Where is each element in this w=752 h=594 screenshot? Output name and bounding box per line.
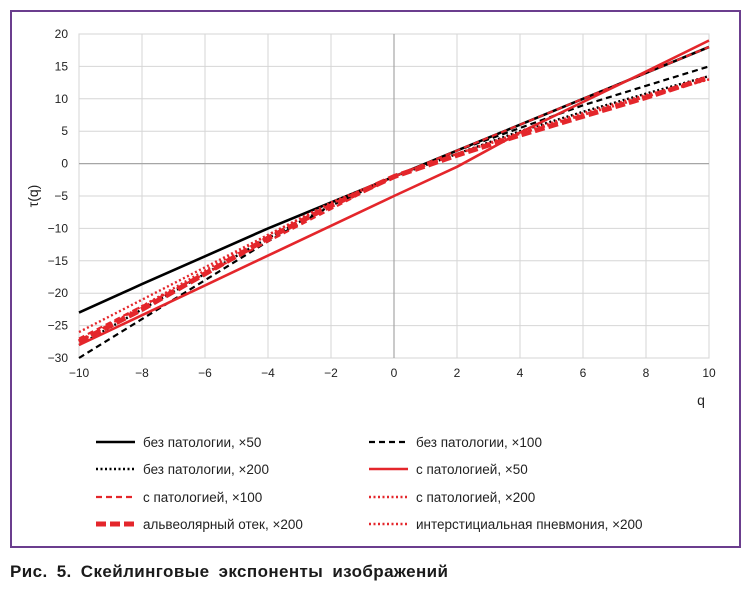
x-tick-label: −8 bbox=[135, 366, 149, 380]
legend-label: с патологией, ×50 bbox=[416, 462, 528, 477]
figure-caption: Рис. 5. Скейлинговые экспоненты изображе… bbox=[10, 562, 448, 582]
x-tick-label: −2 bbox=[324, 366, 338, 380]
y-tick-label: 0 bbox=[61, 157, 68, 171]
x-tick-label: 10 bbox=[702, 366, 716, 380]
legend-label: с патологией, ×100 bbox=[143, 490, 262, 505]
legend-label: альвеолярный отек, ×200 bbox=[143, 517, 303, 532]
x-tick-label: 8 bbox=[643, 366, 650, 380]
y-axis-title: τ(q) bbox=[25, 185, 41, 208]
legend-label: с патологией, ×200 bbox=[416, 490, 535, 505]
legend-label: интерстициальная пневмония, ×200 bbox=[416, 517, 643, 532]
x-tick-label: −10 bbox=[69, 366, 90, 380]
x-tick-label: 2 bbox=[454, 366, 461, 380]
y-tick-label: −15 bbox=[48, 254, 69, 268]
y-tick-label: 5 bbox=[61, 124, 68, 138]
x-tick-label: −6 bbox=[198, 366, 212, 380]
y-tick-label: −5 bbox=[54, 189, 68, 203]
y-tick-label: 20 bbox=[55, 27, 69, 41]
x-tick-label: 0 bbox=[391, 366, 398, 380]
y-tick-label: −25 bbox=[48, 319, 69, 333]
y-tick-label: −20 bbox=[48, 286, 69, 300]
legend-label: без патологии, ×50 bbox=[143, 435, 261, 450]
x-tick-label: −4 bbox=[261, 366, 275, 380]
x-tick-label: 4 bbox=[517, 366, 524, 380]
y-tick-label: 10 bbox=[55, 92, 69, 106]
x-axis-title: q bbox=[697, 392, 705, 408]
y-tick-label: −30 bbox=[48, 351, 69, 365]
x-tick-label: 6 bbox=[580, 366, 587, 380]
y-tick-label: 15 bbox=[55, 59, 69, 73]
legend-label: без патологии, ×200 bbox=[143, 462, 269, 477]
legend-label: без патологии, ×100 bbox=[416, 435, 542, 450]
y-tick-label: −10 bbox=[48, 221, 69, 235]
